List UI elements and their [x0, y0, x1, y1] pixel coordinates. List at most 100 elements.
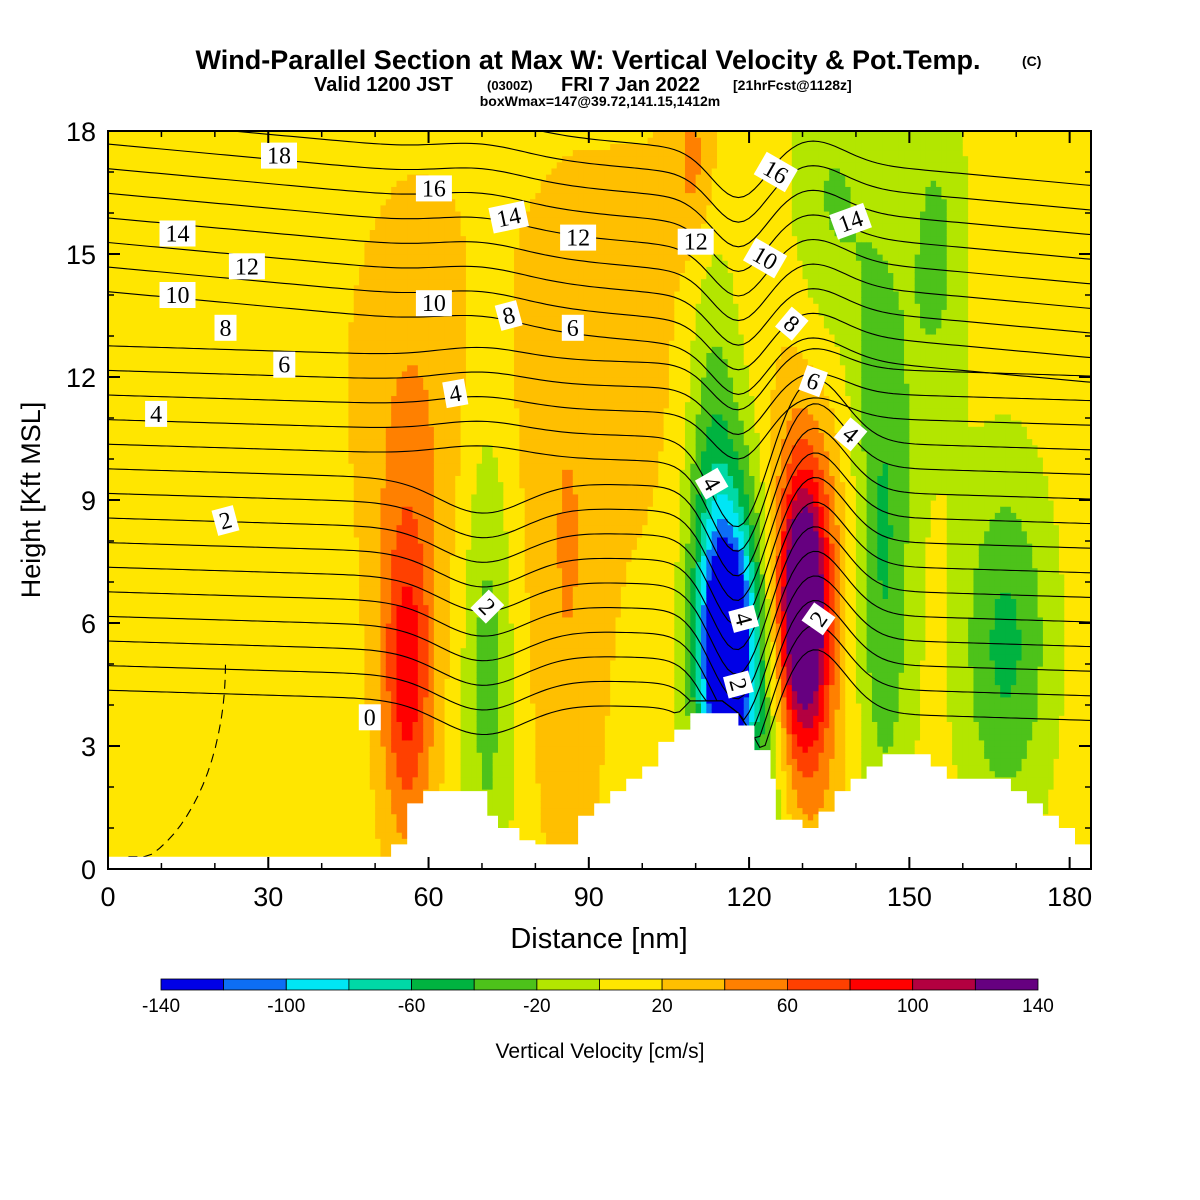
velocity-cell — [327, 672, 333, 679]
velocity-cell — [246, 395, 253, 403]
velocity-cell — [140, 155, 146, 163]
velocity-cell — [198, 340, 205, 347]
velocity-cell — [188, 389, 195, 397]
velocity-cell — [252, 487, 259, 495]
velocity-cell — [268, 610, 275, 618]
velocity-cell — [118, 752, 125, 759]
velocity-cell — [225, 192, 232, 200]
velocity-cell — [124, 309, 130, 317]
velocity-cell — [140, 450, 146, 458]
velocity-cell — [156, 469, 163, 476]
velocity-cell — [188, 592, 195, 599]
velocity-cell — [257, 487, 264, 495]
velocity-cell — [129, 709, 136, 716]
velocity-cell — [300, 463, 307, 470]
velocity-cell — [193, 420, 200, 427]
velocity-cell — [209, 284, 216, 292]
velocity-cell — [284, 426, 291, 433]
velocity-cell — [257, 653, 264, 661]
velocity-cell — [257, 192, 264, 200]
velocity-cell — [289, 782, 296, 790]
velocity-cell — [236, 813, 243, 821]
velocity-cell — [316, 690, 323, 698]
velocity-cell — [294, 321, 301, 329]
velocity-cell — [166, 204, 173, 212]
velocity-cell — [204, 432, 211, 440]
velocity-cell — [284, 789, 291, 796]
velocity-cell — [316, 327, 323, 335]
velocity-cell — [129, 364, 136, 372]
velocity-cell — [262, 500, 269, 507]
velocity-cell — [182, 463, 189, 470]
velocity-cell — [177, 825, 184, 833]
velocity-cell — [252, 247, 259, 255]
velocity-cell — [236, 235, 243, 243]
velocity-cell — [145, 333, 152, 341]
velocity-cell — [305, 813, 312, 821]
velocity-cell — [225, 377, 232, 384]
velocity-cell — [145, 832, 152, 839]
velocity-cell — [278, 137, 285, 144]
velocity-cell — [246, 487, 253, 495]
velocity-cell — [118, 364, 125, 372]
velocity-cell — [161, 524, 168, 532]
velocity-cell — [289, 315, 296, 323]
velocity-cell — [327, 684, 333, 692]
velocity-cell — [118, 340, 125, 347]
velocity-cell — [182, 420, 189, 427]
velocity-cell — [294, 315, 301, 323]
velocity-cell — [145, 167, 152, 175]
velocity-cell — [236, 844, 243, 852]
velocity-cell — [300, 696, 307, 704]
velocity-cell — [166, 678, 173, 686]
velocity-cell — [305, 659, 312, 667]
velocity-cell — [209, 241, 216, 249]
velocity-cell — [268, 543, 275, 550]
velocity-cell — [188, 401, 195, 409]
velocity-cell — [311, 813, 317, 821]
velocity-cell — [262, 438, 269, 446]
velocity-cell — [273, 543, 280, 550]
velocity-cell — [289, 321, 296, 329]
velocity-cell — [150, 204, 157, 212]
velocity-cell — [252, 241, 259, 249]
velocity-cell — [257, 733, 264, 741]
velocity-cell — [230, 475, 237, 483]
velocity-cell — [209, 604, 216, 612]
velocity-cell — [166, 567, 173, 575]
velocity-cell — [220, 426, 227, 433]
velocity-cell — [188, 838, 195, 845]
velocity-cell — [262, 395, 269, 403]
velocity-cell — [177, 690, 184, 698]
velocity-cell — [273, 518, 280, 526]
velocity-cell — [193, 623, 200, 630]
velocity-cell — [124, 653, 130, 661]
velocity-cell — [289, 598, 296, 606]
velocity-cell — [204, 161, 211, 169]
velocity-cell — [188, 709, 195, 716]
velocity-cell — [273, 616, 280, 624]
velocity-cell — [305, 284, 312, 292]
velocity-cell — [188, 536, 195, 544]
velocity-cell — [225, 161, 232, 169]
velocity-cell — [140, 579, 146, 587]
velocity-cell — [204, 456, 211, 464]
velocity-cell — [118, 586, 125, 593]
velocity-cell — [113, 518, 120, 526]
velocity-cell — [156, 297, 163, 304]
velocity-cell — [193, 653, 200, 661]
velocity-cell — [273, 389, 280, 397]
velocity-cell — [236, 149, 243, 157]
velocity-cell — [220, 770, 227, 778]
velocity-cell — [193, 838, 200, 845]
velocity-cell — [209, 217, 216, 224]
velocity-cell — [161, 573, 168, 581]
velocity-cell — [246, 247, 253, 255]
velocity-cell — [284, 229, 291, 237]
velocity-cell — [134, 364, 141, 372]
velocity-cell — [129, 616, 136, 624]
velocity-cell — [214, 198, 221, 206]
velocity-cell — [268, 752, 275, 759]
velocity-cell — [113, 825, 120, 833]
velocity-cell — [214, 235, 221, 243]
